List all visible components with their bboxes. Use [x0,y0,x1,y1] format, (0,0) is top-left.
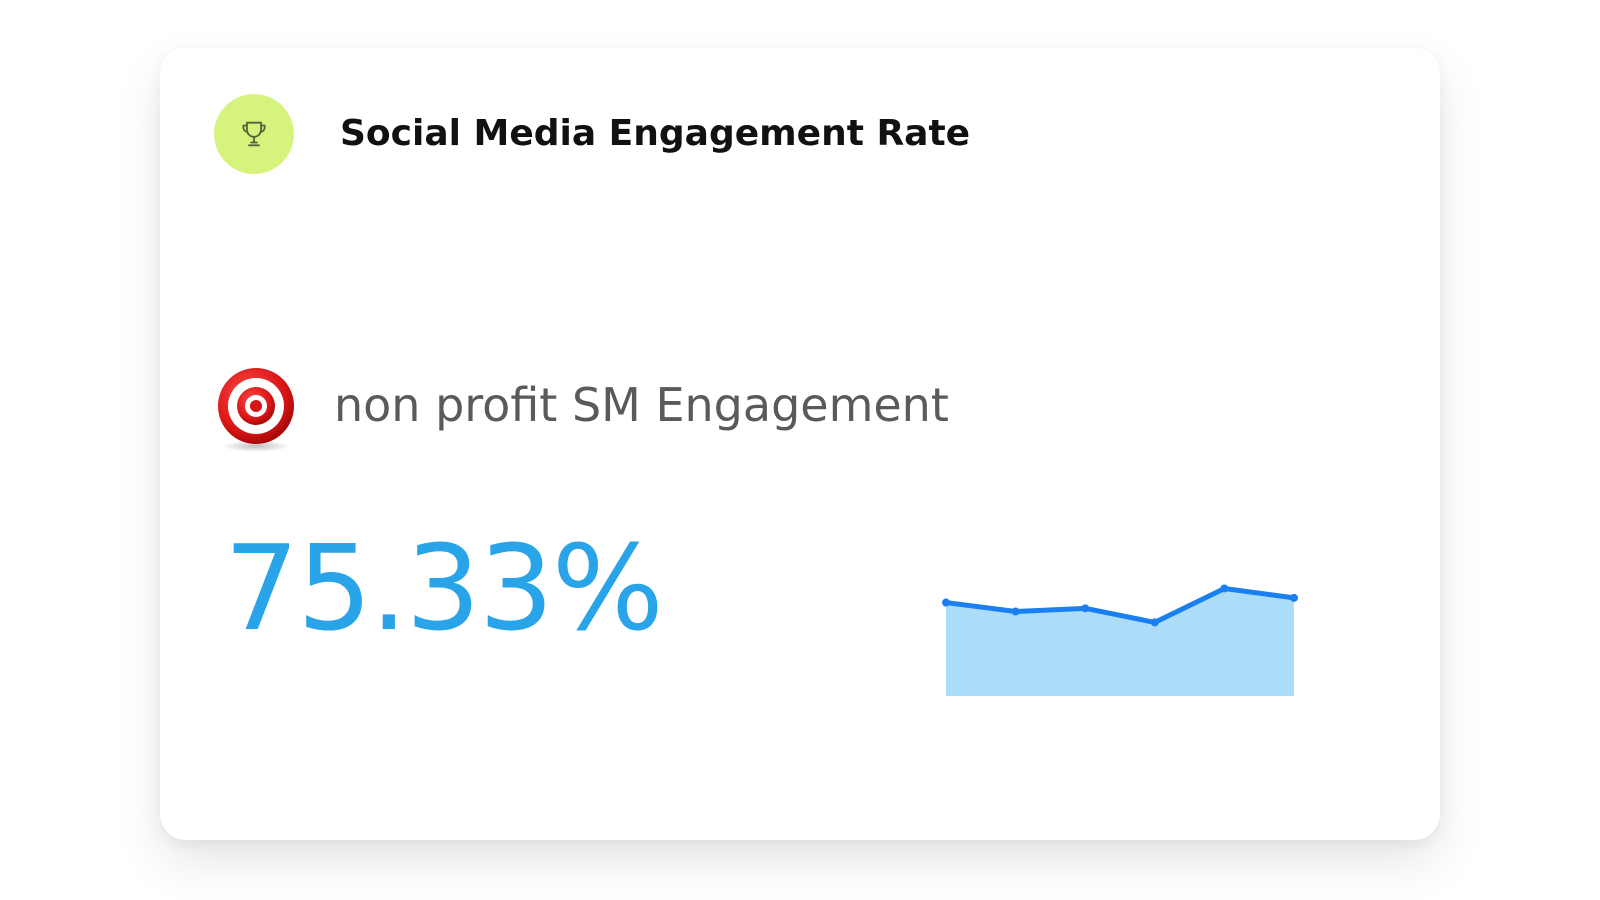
metric-value: 75.33% [224,519,664,657]
target-bullseye-icon [216,366,300,454]
sparkline-point [1081,604,1090,613]
sparkline-point [1011,607,1020,616]
trophy-icon [214,94,294,174]
sparkline-point [942,598,950,607]
sparkline-point [1150,618,1159,627]
sparkline-point [1290,593,1298,602]
sparkline-line [943,585,1297,625]
goal-label: non profit SM Engagement [334,378,949,432]
sparkline-point [1220,584,1229,593]
sparkline-chart [942,584,1298,696]
kpi-card[interactable]: Social Media Engagement Rate [160,48,1440,840]
card-title: Social Media Engagement Rate [340,113,971,154]
sparkline-area [946,588,1294,696]
